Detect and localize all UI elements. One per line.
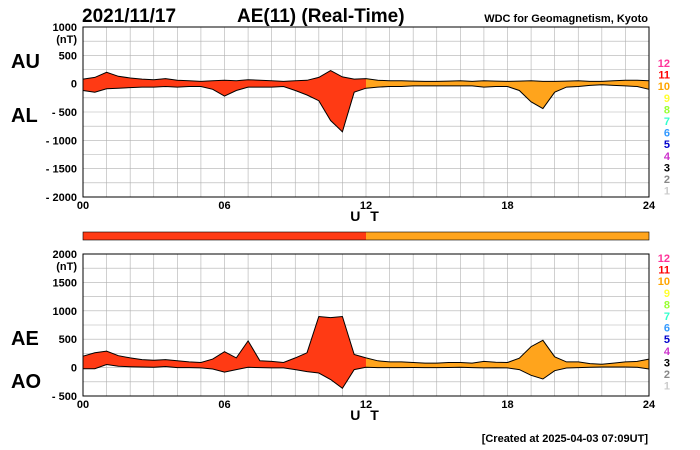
- x-axis-label: U T: [350, 407, 382, 423]
- created-stamp: [Created at 2025-04-03 07:09UT]: [482, 433, 649, 445]
- y-tick-label: 0: [71, 363, 77, 375]
- area-early-period: [83, 316, 366, 389]
- period-bar-frame: [82, 231, 650, 241]
- legend-level-11: 11: [658, 265, 670, 277]
- series-label-au: AU: [11, 51, 40, 73]
- series-label-ao: AO: [11, 371, 41, 393]
- x-tick-label: 24: [643, 200, 656, 212]
- legend-level-3: 3: [664, 357, 670, 369]
- y-tick-label: - 500: [52, 391, 77, 403]
- legend-level-5: 5: [664, 334, 670, 346]
- period-bar-early: [83, 232, 366, 240]
- legend-level-7: 7: [664, 311, 670, 323]
- x-tick-label: 18: [501, 200, 513, 212]
- y-tick-label: - 1500: [46, 164, 77, 176]
- y-tick-label: 0: [71, 79, 77, 91]
- plot-frame: [82, 26, 650, 198]
- period-bar-late: [366, 232, 649, 240]
- plot-frame: [82, 253, 650, 397]
- legend-level-3: 3: [664, 162, 670, 174]
- legend-level-12: 12: [658, 58, 670, 70]
- x-axis-label: U T: [350, 208, 382, 224]
- legend-level-9: 9: [664, 288, 670, 300]
- legend-level-10: 10: [658, 276, 670, 288]
- x-tick-label: 12: [360, 399, 372, 411]
- legend-level-1: 1: [664, 186, 670, 198]
- legend-level-4: 4: [664, 151, 671, 163]
- y-tick-label: - 500: [52, 107, 77, 119]
- period-color-bar: [82, 231, 650, 241]
- x-tick-label: 24: [643, 399, 656, 411]
- legend-level-8: 8: [664, 299, 670, 311]
- legend-level-2: 2: [664, 369, 670, 381]
- x-tick-label: 00: [77, 200, 89, 212]
- legend-level-10: 10: [658, 81, 670, 93]
- y-tick-label: 500: [59, 334, 77, 346]
- legend-level-7: 7: [664, 116, 670, 128]
- date-label: 2021/11/17: [82, 6, 176, 27]
- legend-level-6: 6: [664, 323, 670, 335]
- y-tick-label: 500: [59, 50, 77, 62]
- y-tick-label: 1000: [53, 306, 77, 318]
- legend-level-6: 6: [664, 128, 670, 140]
- legend-level-12: 12: [658, 253, 670, 265]
- series-label-al: AL: [11, 105, 38, 127]
- series-lower-line: [83, 363, 650, 390]
- legend-level-8: 8: [664, 104, 670, 116]
- series-upper-line: [82, 315, 650, 365]
- source-label: WDC for Geomagnetism, Kyoto: [484, 13, 648, 25]
- chart-title: AE(11) (Real-Time): [237, 6, 405, 27]
- unit-label: (nT): [56, 34, 77, 46]
- unit-label: (nT): [56, 261, 77, 273]
- au-al-panel: 1000 500 0 - 500 - 1000 - 1500 - 2000 (nT) 00 06 1…: [11, 22, 656, 224]
- legend-level-2: 2: [664, 174, 670, 186]
- y-tick-label: 1000: [53, 22, 77, 34]
- y-tick-label: 2000: [53, 249, 77, 261]
- x-tick-label: 06: [218, 399, 230, 411]
- ae-ao-panel: 2000 1500 1000 500 0 - 500 (nT) 00 06 12 18 24 U T AE…: [11, 249, 656, 423]
- legend-level-5: 5: [664, 139, 670, 151]
- y-tick-label: - 1000: [46, 135, 77, 147]
- area-early-period: [83, 70, 366, 132]
- series-upper-line: [82, 70, 650, 82]
- y-tick-label: 1500: [53, 277, 77, 289]
- y-tick-label: - 2000: [46, 192, 77, 204]
- legend-level-11: 11: [658, 70, 670, 82]
- series-label-ae: AE: [11, 328, 39, 350]
- legend-level-9: 9: [664, 93, 670, 105]
- series-lower-line: [82, 84, 650, 133]
- x-tick-label: 06: [218, 200, 230, 212]
- legend-level-4: 4: [664, 346, 671, 358]
- x-tick-label: 12: [360, 200, 372, 212]
- legend-level-1: 1: [664, 381, 670, 393]
- x-tick-label: 00: [77, 399, 89, 411]
- x-tick-label: 18: [501, 399, 513, 411]
